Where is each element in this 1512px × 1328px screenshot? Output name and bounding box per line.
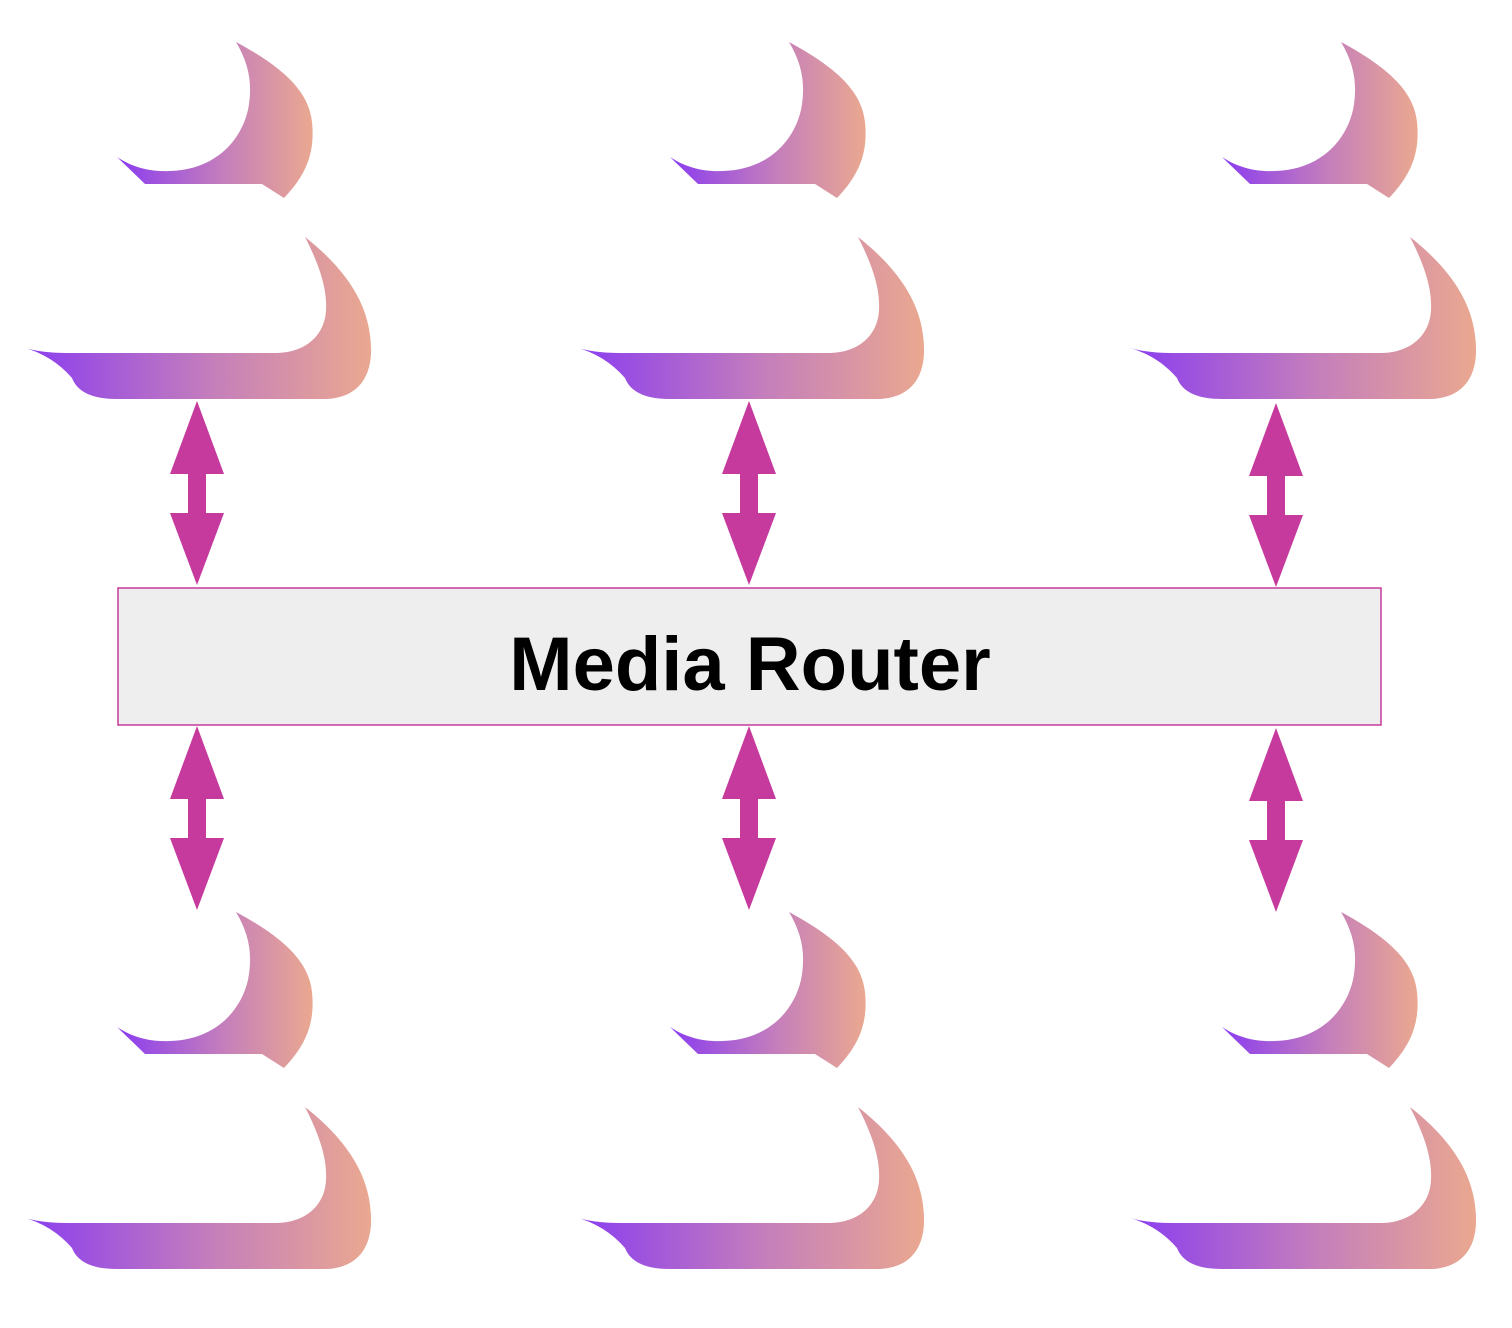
- user-icon-bottom-left: [22, 912, 372, 1269]
- bottom-connectors: [170, 726, 1303, 912]
- bidirectional-arrow-icon: [1249, 403, 1303, 587]
- top-connectors: [170, 401, 1303, 587]
- media-router-label: Media Router: [509, 622, 990, 707]
- bidirectional-arrow-icon: [1249, 728, 1303, 912]
- user-icon-bottom-right: [1127, 912, 1477, 1269]
- bidirectional-arrow-icon: [170, 401, 224, 585]
- bottom-row-users: [22, 912, 1477, 1269]
- media-router-background: [117, 587, 1382, 726]
- user-icon-bottom-center: [575, 912, 925, 1269]
- media-router-box: Media Router: [117, 587, 1382, 726]
- bidirectional-arrow-icon: [722, 726, 776, 910]
- bidirectional-arrow-icon: [722, 401, 776, 585]
- bidirectional-arrow-icon: [170, 726, 224, 910]
- top-row-users: [22, 42, 1477, 399]
- user-icon-top-right: [1127, 42, 1477, 399]
- user-icon-top-center: [575, 42, 925, 399]
- user-icon-top-left: [22, 42, 372, 399]
